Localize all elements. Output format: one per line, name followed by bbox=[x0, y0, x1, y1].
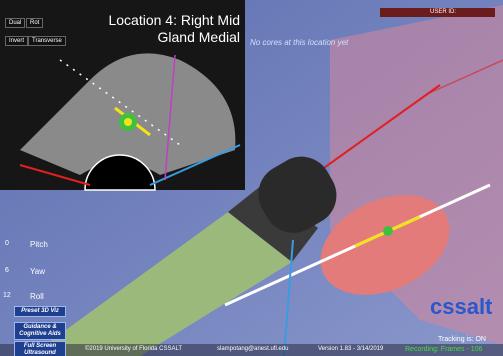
needle-path bbox=[59, 59, 181, 146]
dual-button[interactable]: Dual bbox=[5, 18, 26, 28]
email: slampotang@anest.ufl.edu bbox=[217, 346, 289, 352]
recording-status: Recording: Frames - 106 bbox=[405, 346, 483, 353]
probe-shaft bbox=[30, 212, 292, 356]
guidance-button[interactable]: Guidance & Cognitive Aids bbox=[14, 322, 66, 340]
us-edge bbox=[19, 164, 91, 186]
copyright: ©2019 University of Florida CSSALT bbox=[85, 346, 183, 352]
transducer bbox=[84, 154, 156, 191]
probe-tip bbox=[258, 156, 337, 233]
location-title: Gland Medial bbox=[157, 29, 241, 45]
preset-button[interactable]: Preset 3D Viz bbox=[14, 306, 66, 317]
plane-edge bbox=[424, 59, 503, 96]
yaw-tick: 6 bbox=[5, 267, 9, 274]
prostate-model bbox=[320, 195, 450, 295]
tracking-status: Tracking is: ON bbox=[438, 336, 486, 343]
us-target-center bbox=[124, 118, 132, 126]
version: Version 1.83 - 3/14/2019 bbox=[318, 346, 384, 352]
footer-bar bbox=[0, 344, 503, 356]
location-title: Location 4: Right Mid bbox=[108, 12, 240, 28]
roll-label: Roll bbox=[30, 292, 44, 301]
invert-button[interactable]: Invert bbox=[5, 36, 29, 46]
target bbox=[383, 226, 393, 236]
user-id-label: USER ID: bbox=[430, 9, 457, 15]
yaw-label: Yaw bbox=[30, 267, 45, 276]
core-status: No cores at this location yet bbox=[250, 38, 349, 47]
roll-tick: 12 bbox=[3, 292, 11, 299]
pitch-tick: 0 bbox=[5, 240, 9, 247]
probe-axis bbox=[283, 239, 294, 356]
us-guide bbox=[164, 54, 176, 181]
user-id-box bbox=[380, 8, 495, 17]
logo: cssalt bbox=[430, 294, 493, 319]
transverse-button[interactable]: Transverse bbox=[28, 36, 66, 46]
pitch-label: Pitch bbox=[30, 240, 48, 249]
fullscreen-button[interactable]: Full Screen Ultrasound bbox=[14, 341, 66, 356]
rot-button[interactable]: Rot bbox=[26, 18, 44, 28]
